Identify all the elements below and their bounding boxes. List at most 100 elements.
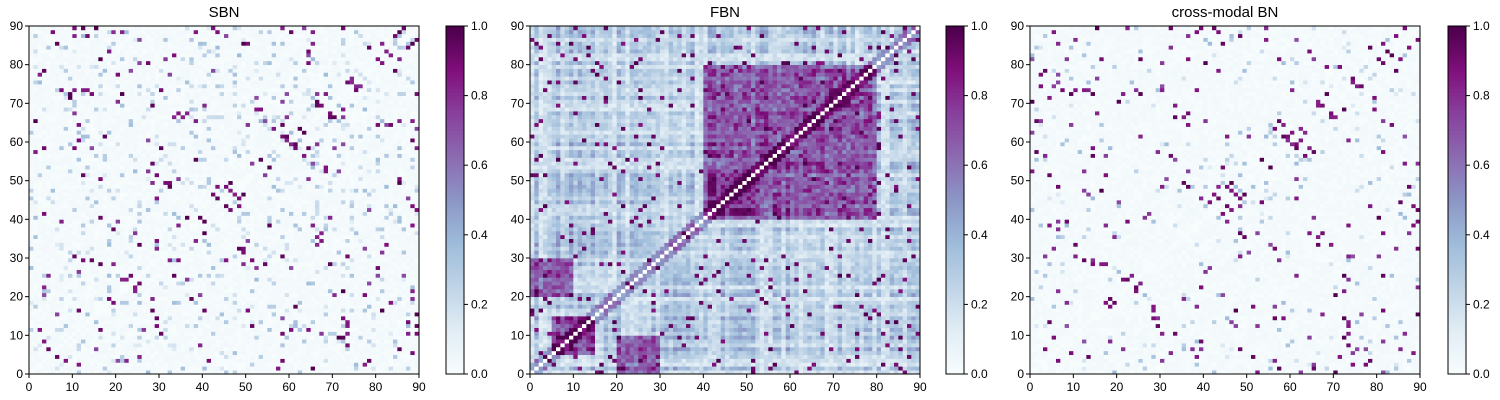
heatmap-cell — [358, 285, 364, 290]
heatmap-cell — [406, 277, 411, 282]
heatmap-cell — [89, 366, 95, 371]
heatmap-cell — [375, 261, 381, 267]
heatmap-cell — [193, 312, 199, 317]
heatmap-cell — [302, 300, 307, 305]
heatmap-cell — [284, 350, 290, 356]
heatmap-cell — [42, 172, 47, 178]
heatmap-cell — [146, 362, 151, 367]
heatmap-cell — [81, 258, 86, 263]
heatmap-cell — [393, 296, 398, 301]
heatmap-cell — [228, 211, 234, 216]
heatmap-cell — [185, 238, 190, 243]
heatmap-cell — [310, 308, 316, 313]
heatmap-cell — [332, 331, 338, 336]
heatmap-cell — [215, 223, 221, 228]
heatmap-cell — [128, 358, 134, 363]
heatmap-cell — [358, 319, 364, 325]
heatmap-cell — [228, 254, 234, 259]
heatmap-cell — [384, 277, 390, 282]
heatmap-cell — [72, 308, 78, 313]
heatmap-cell — [241, 300, 247, 305]
heatmap-cell — [306, 246, 312, 251]
heatmap-cell — [315, 292, 320, 298]
heatmap-cell — [362, 230, 368, 236]
heatmap-cell — [55, 300, 60, 305]
heatmap-cell — [406, 265, 411, 270]
heatmap-cell — [328, 196, 333, 201]
heatmap-cell — [46, 211, 52, 216]
heatmap-cell — [306, 223, 312, 228]
heatmap-cell — [163, 273, 169, 278]
heatmap-cell — [189, 281, 195, 286]
heatmap-cell — [319, 277, 325, 282]
heatmap-cell — [250, 346, 255, 352]
sbn-cells — [29, 26, 420, 375]
heatmap-cell — [263, 316, 268, 321]
heatmap-cell — [141, 366, 147, 371]
heatmap-cell — [250, 250, 255, 255]
heatmap-cell — [124, 362, 130, 367]
heatmap-cell — [267, 343, 273, 348]
heatmap-cell — [371, 203, 377, 209]
heatmap-cell — [384, 350, 390, 356]
heatmap-cell — [55, 184, 60, 189]
heatmap-cell — [89, 343, 95, 348]
heatmap-cell — [89, 285, 95, 290]
heatmap-cell — [349, 261, 355, 267]
heatmap-cell — [167, 323, 173, 328]
heatmap-cell — [185, 250, 190, 255]
heatmap-cell — [111, 254, 117, 259]
heatmap-cell — [133, 219, 138, 224]
heatmap-cell — [42, 335, 47, 340]
heatmap-cell — [310, 188, 316, 193]
heatmap-cell — [401, 215, 407, 220]
heatmap-cell — [319, 169, 325, 174]
heatmap-cell — [367, 258, 372, 263]
heatmap-cell — [146, 296, 151, 301]
heatmap-cell — [306, 308, 312, 313]
heatmap-cell — [397, 238, 403, 243]
heatmap-cell — [102, 157, 108, 162]
heatmap-cell — [341, 207, 346, 212]
heatmap-cell — [410, 346, 416, 352]
heatmap-cell — [280, 319, 286, 325]
heatmap-cell — [250, 312, 255, 317]
heatmap-cell — [50, 308, 56, 313]
heatmap-cell — [315, 169, 320, 174]
heatmap-cell — [46, 234, 52, 240]
heatmap-cell — [336, 370, 342, 375]
heatmap-cell — [393, 362, 398, 367]
heatmap-cell — [120, 288, 125, 294]
heatmap-cell — [241, 161, 247, 166]
heatmap-cell — [284, 304, 290, 309]
heatmap-cell — [401, 169, 407, 174]
heatmap-cell — [128, 192, 134, 197]
heatmap-cell — [33, 346, 39, 352]
heatmap-cell — [328, 281, 333, 286]
heatmap-cell — [323, 288, 329, 294]
heatmap-cell — [323, 304, 329, 309]
heatmap-cell — [341, 304, 346, 309]
heatmap-cell — [228, 312, 234, 317]
heatmap-cell — [50, 304, 56, 309]
heatmap-cell — [102, 223, 108, 228]
heatmap-cell — [124, 157, 130, 162]
heatmap-cell — [384, 223, 390, 228]
heatmap-cell — [163, 261, 169, 267]
heatmap-cell — [202, 343, 208, 348]
heatmap-cell — [29, 296, 34, 301]
heatmap-cell — [154, 304, 160, 309]
heatmap-cell — [315, 354, 320, 359]
heatmap-cell — [120, 343, 125, 348]
heatmap-cell — [228, 304, 234, 309]
heatmap-cell — [224, 358, 229, 363]
heatmap-cell — [315, 196, 320, 201]
heatmap-cell — [219, 200, 225, 205]
heatmap-cell — [185, 184, 190, 189]
heatmap-cell — [189, 223, 195, 228]
heatmap-cell — [354, 304, 359, 309]
heatmap-cell — [115, 319, 121, 325]
heatmap-cell — [46, 285, 52, 290]
heatmap-cell — [211, 238, 216, 243]
heatmap-cell — [219, 343, 225, 348]
